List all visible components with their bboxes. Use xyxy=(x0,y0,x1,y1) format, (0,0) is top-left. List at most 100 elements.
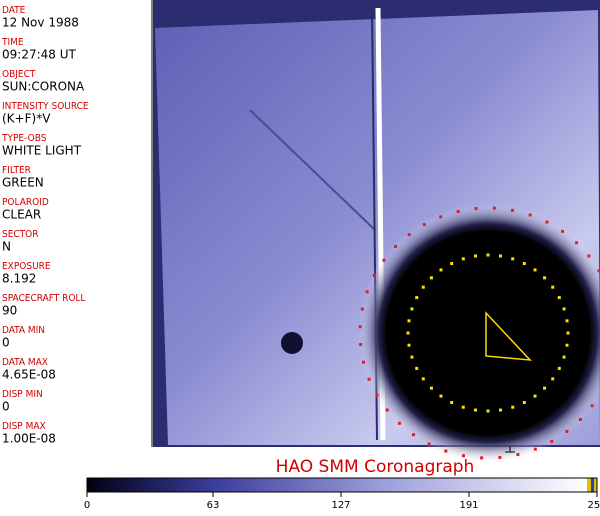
field-value: WHITE LIGHT xyxy=(2,144,82,158)
yellow-dot xyxy=(421,285,425,289)
marker-dots xyxy=(358,206,600,460)
field-value: 0 xyxy=(2,336,10,350)
yellow-dot xyxy=(410,307,414,311)
yellow-dot xyxy=(473,254,477,258)
yellow-dot xyxy=(562,355,566,359)
field-label: EXPOSURE xyxy=(2,261,51,272)
red-dot xyxy=(533,447,537,451)
field-label: TYPE-OBS xyxy=(1,133,47,144)
red-dot xyxy=(397,421,401,425)
red-dot xyxy=(362,360,366,364)
occulter-disk xyxy=(386,231,590,435)
red-dot xyxy=(565,429,569,433)
red-dot xyxy=(439,215,443,219)
yellow-dot xyxy=(415,296,419,300)
red-dot xyxy=(456,209,460,213)
yellow-dot xyxy=(511,257,515,261)
red-dot xyxy=(412,433,416,437)
yellow-dot xyxy=(415,366,419,370)
yellow-dot xyxy=(486,409,490,413)
field-value: (K+F)*V xyxy=(2,112,51,126)
yellow-dot xyxy=(543,386,547,390)
red-dot xyxy=(550,439,554,443)
red-dot xyxy=(372,273,376,277)
red-dot xyxy=(444,449,448,453)
yellow-dot xyxy=(486,253,490,257)
yellow-dot xyxy=(407,319,411,323)
yellow-dot xyxy=(533,394,537,398)
field-value: N xyxy=(2,240,11,254)
yellow-dot xyxy=(407,343,411,347)
yellow-dot xyxy=(522,400,526,404)
colorbar-end xyxy=(587,478,591,492)
field-value: GREEN xyxy=(2,176,44,190)
field-label: DISP MAX xyxy=(2,421,46,432)
field-value: 0 xyxy=(2,400,10,414)
red-dot xyxy=(545,220,549,224)
red-dot xyxy=(359,343,363,347)
field-label: FILTER xyxy=(2,165,31,176)
field-label: DATA MAX xyxy=(2,357,48,368)
red-dot xyxy=(597,269,600,273)
yellow-dot xyxy=(562,307,566,311)
field-value: 1.00E-08 xyxy=(2,432,56,446)
red-dot xyxy=(382,258,386,262)
red-dot xyxy=(528,213,532,217)
colorbar-tick-label: 191 xyxy=(459,500,478,511)
colorbar xyxy=(87,478,587,492)
yellow-dot xyxy=(551,285,555,289)
red-dot xyxy=(367,377,371,381)
red-dot xyxy=(360,307,364,311)
field-label: SECTOR xyxy=(2,229,39,240)
yellow-dot xyxy=(557,296,561,300)
red-dot xyxy=(516,453,520,457)
image-title: HAO SMM Coronagraph xyxy=(276,457,475,477)
field-label: DATA MIN xyxy=(2,325,45,336)
yellow-dot xyxy=(511,405,515,409)
red-dot xyxy=(511,208,515,212)
field-label: POLAROID xyxy=(2,197,49,208)
field-label: SPACECRAFT ROLL xyxy=(2,293,85,304)
yellow-dot xyxy=(461,257,465,261)
red-dot xyxy=(375,393,379,397)
yellow-dot xyxy=(499,408,503,412)
field-value: 4.65E-08 xyxy=(2,368,56,382)
yellow-dot xyxy=(565,343,569,347)
field-label: DATE xyxy=(2,5,26,16)
red-dot xyxy=(422,223,426,227)
colorbar-end xyxy=(594,478,597,492)
field-label: DISP MIN xyxy=(2,389,43,400)
yellow-dot xyxy=(421,377,425,381)
yellow-dot xyxy=(429,276,433,280)
yellow-dot xyxy=(439,268,443,272)
red-dot xyxy=(358,325,362,329)
yellow-dot xyxy=(406,331,410,335)
field-value: 8.192 xyxy=(2,272,36,286)
yellow-dot xyxy=(543,276,547,280)
yellow-dot xyxy=(533,268,537,272)
field-label: OBJECT xyxy=(2,69,36,80)
yellow-dot xyxy=(410,355,414,359)
field-value: 90 xyxy=(2,304,17,318)
red-dot xyxy=(461,454,465,458)
red-dot xyxy=(492,206,496,210)
red-dot xyxy=(427,442,431,446)
streak xyxy=(249,109,376,231)
yellow-dot xyxy=(439,394,443,398)
yellow-dot xyxy=(551,377,555,381)
red-dot xyxy=(575,241,579,245)
colorbar-end xyxy=(591,478,594,492)
red-dot xyxy=(498,455,502,459)
red-dot xyxy=(394,245,398,249)
colorbar-tick-label: 63 xyxy=(207,500,220,511)
yellow-dot xyxy=(429,386,433,390)
red-dot xyxy=(590,404,594,408)
yellow-dot xyxy=(461,405,465,409)
blob xyxy=(281,332,303,354)
yellow-dot xyxy=(450,262,454,266)
yellow-dot xyxy=(450,400,454,404)
yellow-dot xyxy=(566,331,570,335)
yellow-dot xyxy=(499,254,503,258)
field-value: 12 Nov 1988 xyxy=(2,16,79,30)
